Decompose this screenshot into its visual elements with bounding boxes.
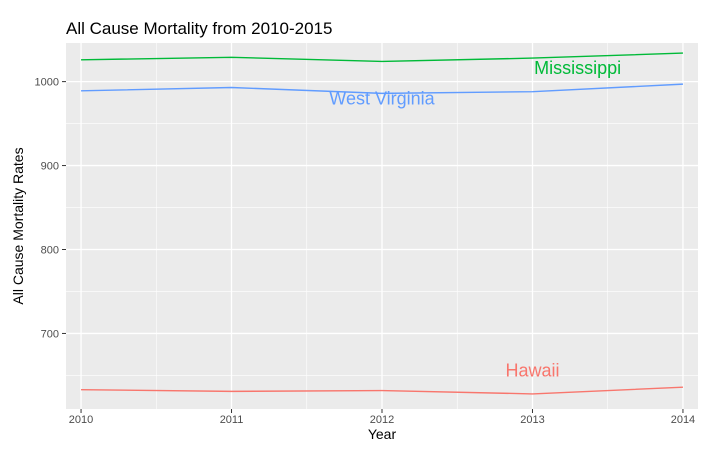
hawaii-label: Hawaii xyxy=(505,360,559,380)
y-axis-ticks: 700 800 900 1000 xyxy=(35,77,66,340)
y-tick-label: 1000 xyxy=(35,77,59,89)
y-tick-label: 900 xyxy=(41,161,59,173)
series-lines xyxy=(81,52,683,395)
y-axis-title: All Cause Mortality Rates xyxy=(10,147,26,304)
x-axis-ticks: 2010 2011 2012 2013 2014 xyxy=(69,409,695,426)
x-axis-title: Year xyxy=(368,426,397,442)
west-virginia-line xyxy=(81,83,683,95)
y-tick-label: 700 xyxy=(41,328,59,340)
x-tick-label: 2013 xyxy=(520,414,544,426)
mississippi-label: Mississippi xyxy=(534,58,621,78)
gridlines xyxy=(66,43,698,409)
chart-title: All Cause Mortality from 2010-2015 xyxy=(66,19,332,38)
west-virginia-label: West Virginia xyxy=(329,88,435,108)
x-tick-label: 2011 xyxy=(220,414,244,426)
series-labels: Mississippi West Virginia Hawaii xyxy=(329,58,621,380)
x-tick-label: 2010 xyxy=(69,414,93,426)
mississippi-line xyxy=(81,52,683,63)
x-tick-label: 2012 xyxy=(370,414,394,426)
x-tick-label: 2014 xyxy=(671,414,695,426)
hawaii-line xyxy=(81,386,683,395)
y-tick-label: 800 xyxy=(41,245,59,257)
